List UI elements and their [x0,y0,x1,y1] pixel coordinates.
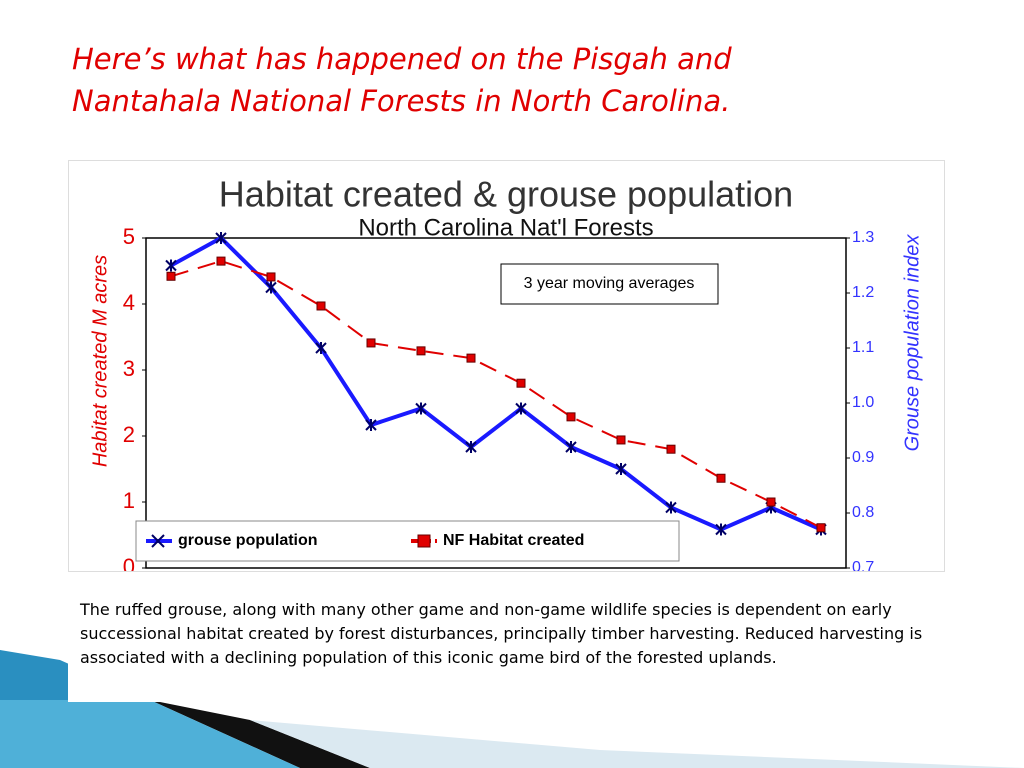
y2-tick-label: 1.0 [852,394,874,411]
marker [316,301,326,311]
y-tick-label: 4 [123,290,135,315]
chart: Habitat created & grouse population Nort… [89,174,923,572]
y-tick-label: 2 [123,422,135,447]
legend-marker [417,534,431,548]
y2-tick-label: 0.7 [852,559,874,572]
y2-tick-label: 1.3 [852,229,874,246]
marker [265,281,277,294]
marker [215,232,227,244]
legend-label: NF Habitat created [443,532,584,549]
chart-subtitle: North Carolina Nat'l Forests [358,214,653,241]
swoosh [250,720,1024,768]
marker [165,259,177,272]
marker [415,402,427,415]
marker [666,444,676,454]
slide-title: Here’s what has happened on the Pisgah a… [72,42,732,118]
marker [315,342,327,354]
marker [566,412,576,422]
marker [365,419,377,431]
y2-tick-label: 1.1 [852,339,874,356]
y-tick-label: 1 [123,488,135,513]
annotation: 3 year moving averages [524,275,695,292]
marker [615,463,627,475]
marker [515,402,527,415]
plot-area [145,237,847,569]
marker [715,523,727,536]
annotation-box [500,263,719,305]
marker [565,441,577,453]
caption: The ruffed grouse, along with many other… [68,572,945,702]
y2-tick-label: 0.9 [852,449,874,466]
marker [766,497,776,507]
y-axis-title: Habitat created M acres [89,255,111,467]
y-tick-label: 3 [123,356,135,381]
y2-tick-label: 0.8 [852,504,874,521]
y2-tick-label: 1.2 [852,284,874,301]
marker [166,271,176,281]
marker [516,378,526,388]
swoosh [0,700,300,768]
swoosh [150,700,370,768]
marker [416,346,426,356]
legend-box [135,520,680,562]
legend-label: grouse population [178,532,318,549]
marker [466,353,476,363]
marker [216,256,226,266]
marker [665,501,677,514]
chart-title: Habitat created & grouse population [219,174,793,215]
marker [616,435,626,445]
chart-frame: Habitat created & grouse population Nort… [68,160,945,572]
y-tick-label: 5 [123,224,135,249]
marker [465,441,477,453]
marker [816,523,826,533]
series-line [170,235,822,532]
marker [716,473,726,483]
legend-marker [151,534,165,548]
chart-body: Habitat created & grouse population Nort… [89,174,923,572]
marker [266,272,276,282]
y2-axis-title: Grouse population index [901,234,923,452]
y-tick-label: 0 [123,554,135,572]
series-line [170,260,822,529]
marker [366,338,376,348]
